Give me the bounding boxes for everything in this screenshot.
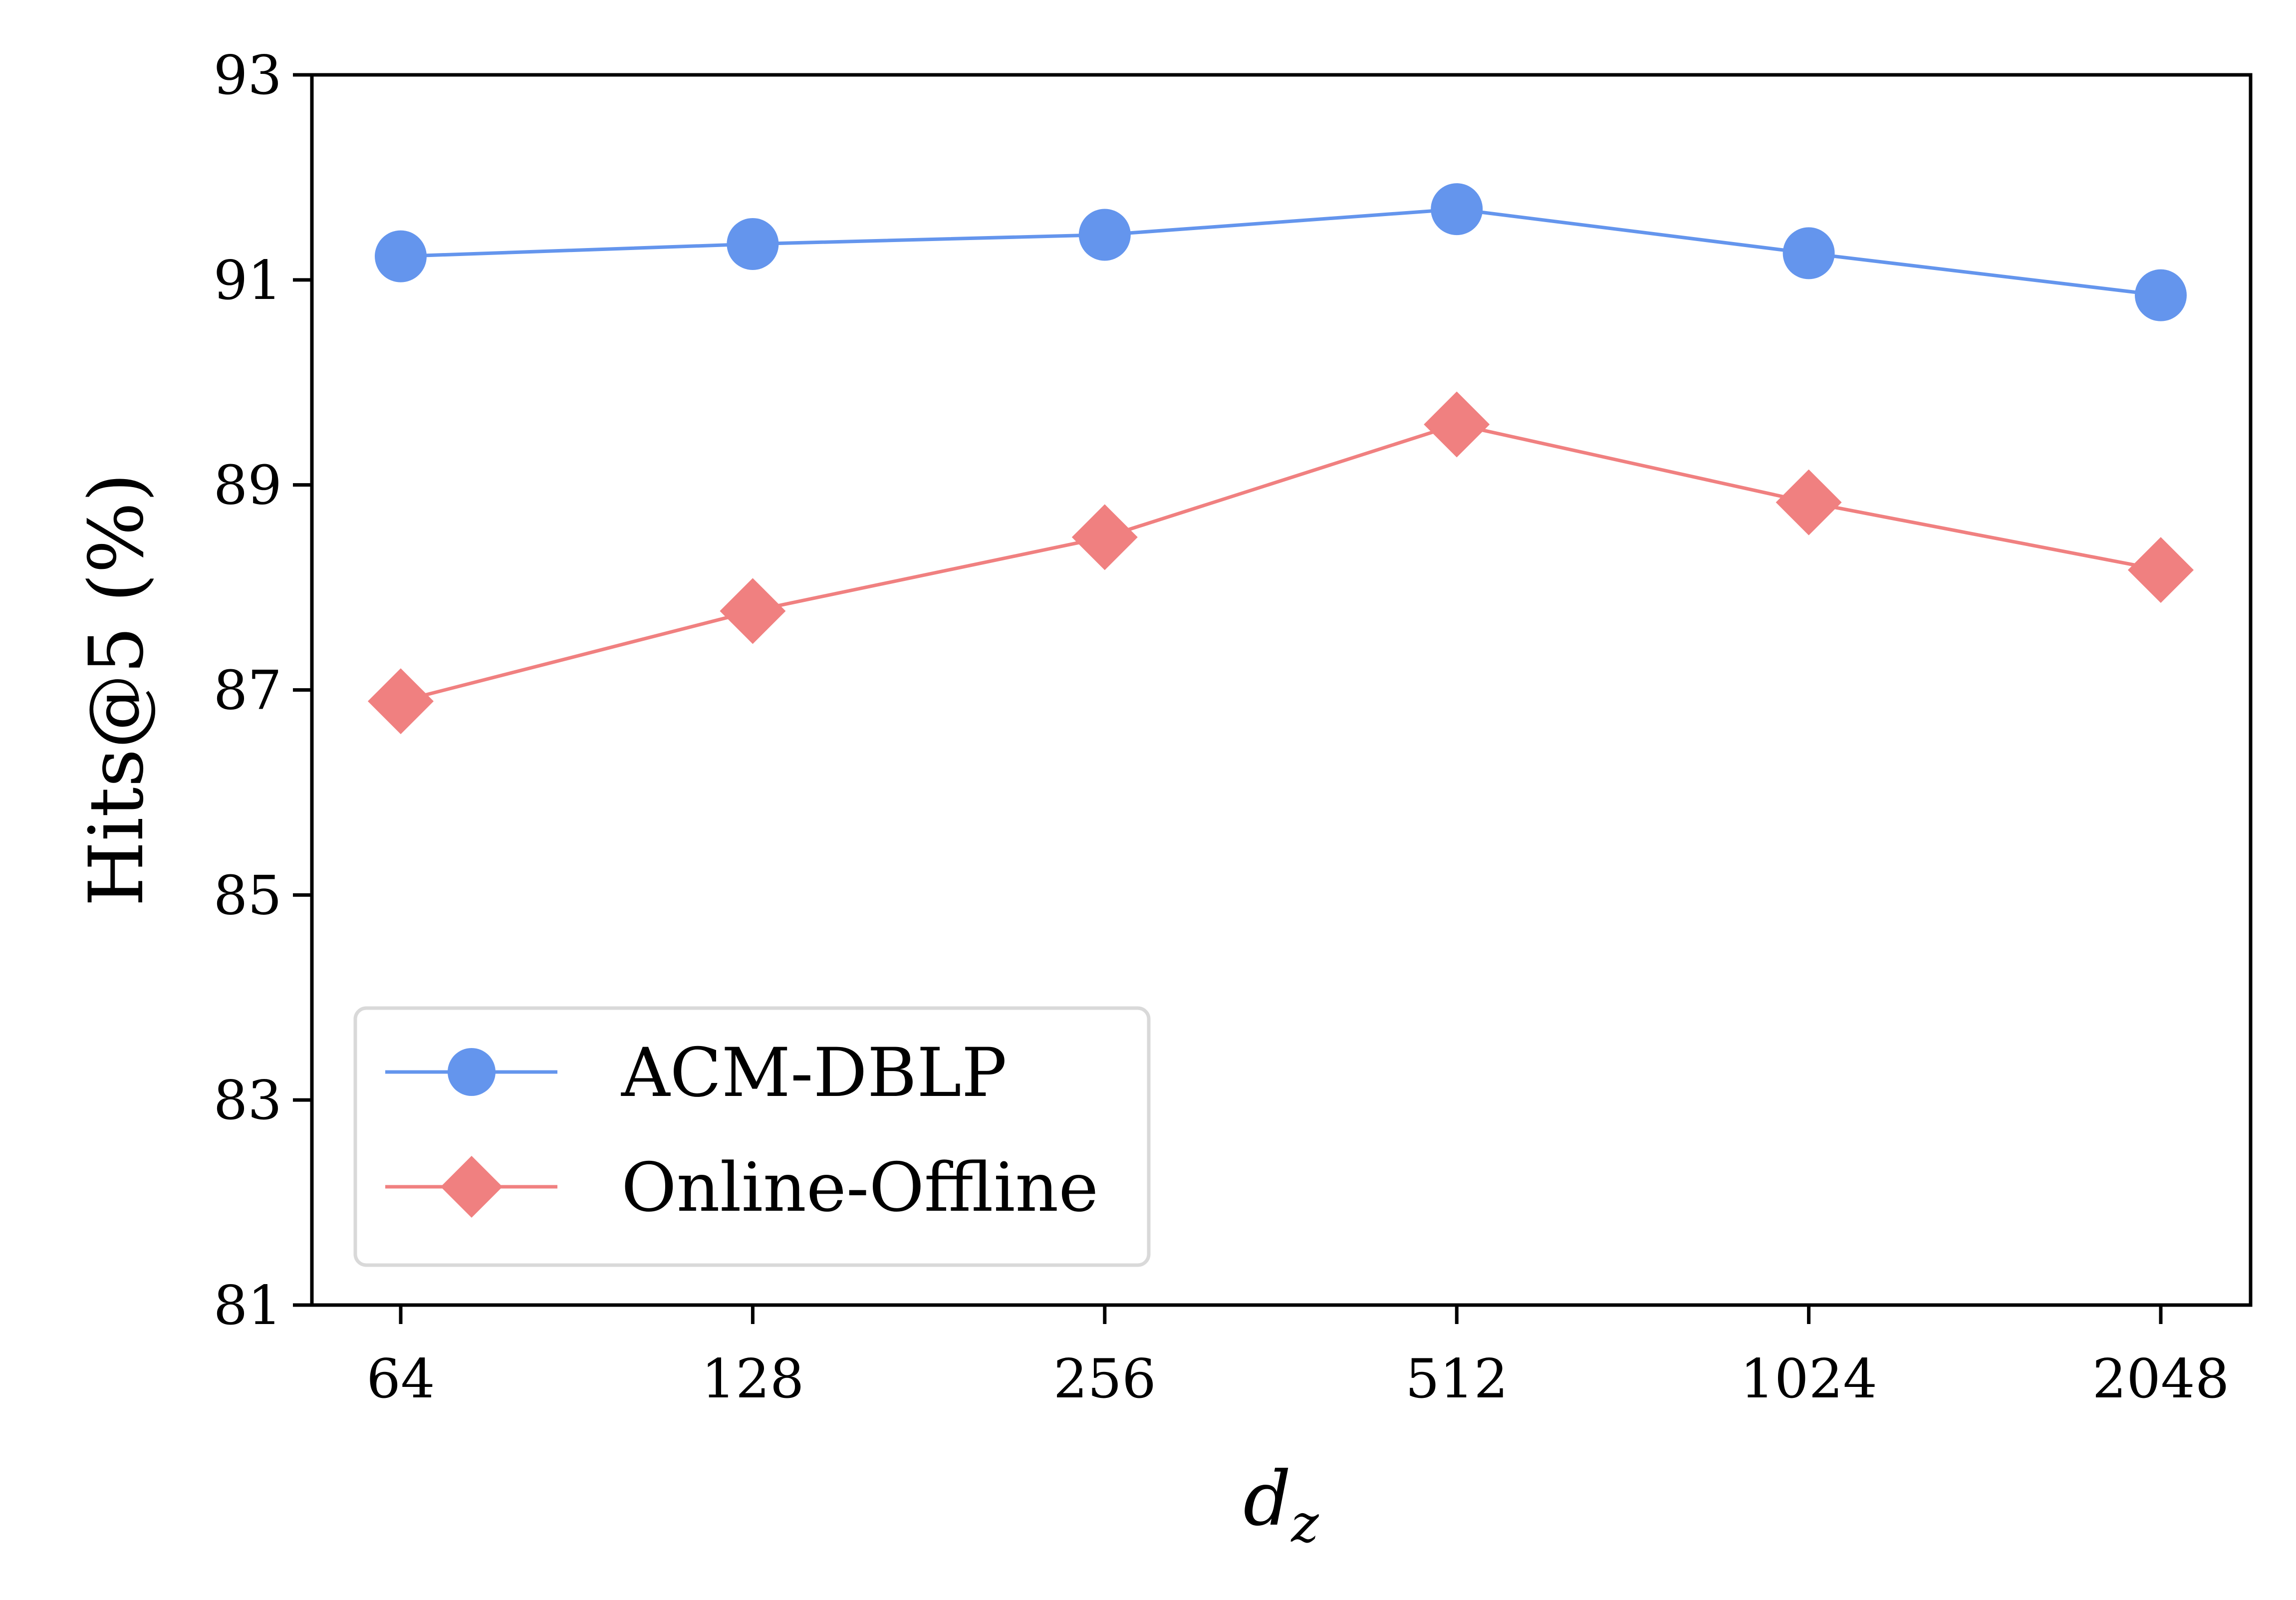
- data-point-acm-dblp: [2135, 269, 2187, 321]
- legend-label-online-offline: Online-Offline: [621, 1148, 1098, 1227]
- y-tick-label: 87: [214, 660, 282, 722]
- x-tick-label: 512: [1405, 1348, 1508, 1410]
- y-tick-label: 93: [214, 44, 282, 107]
- x-tick-label: 128: [701, 1348, 804, 1410]
- data-point-online-offline: [1776, 469, 1842, 535]
- data-point-acm-dblp: [1078, 209, 1131, 261]
- data-point-online-offline: [1424, 391, 1490, 458]
- legend-label-acm-dblp: ACM-DBLP: [621, 1034, 1007, 1112]
- data-point-acm-dblp: [727, 218, 779, 270]
- data-point-acm-dblp: [375, 230, 427, 282]
- data-point-acm-dblp: [1783, 227, 1835, 279]
- x-tick-label: 256: [1053, 1348, 1156, 1410]
- x-tick-label: 2048: [2092, 1348, 2230, 1410]
- series-line-online-offline: [400, 422, 2161, 703]
- x-tick-label: 1024: [1740, 1348, 1877, 1410]
- x-tick-label: 64: [366, 1348, 435, 1410]
- y-tick-label: 85: [214, 864, 282, 927]
- y-tick-label: 81: [214, 1275, 282, 1337]
- x-axis-title: dz: [1243, 1456, 1319, 1554]
- x-axis-title-sub: z: [1290, 1493, 1319, 1554]
- data-point-acm-dblp: [1431, 183, 1483, 236]
- data-point-online-offline: [720, 578, 786, 644]
- y-tick-label: 91: [214, 250, 282, 312]
- data-point-online-offline: [1071, 504, 1138, 570]
- x-axis-title-main: d: [1243, 1456, 1291, 1543]
- y-axis-title: Hits@5 (%): [73, 473, 160, 907]
- series-line-acm-dblp: [400, 207, 2161, 297]
- data-point-online-offline: [2128, 537, 2194, 603]
- legend-marker-acm-dblp: [448, 1048, 496, 1096]
- legend: ACM-DBLP Online-Offline: [353, 1006, 1151, 1267]
- y-tick-label: 89: [214, 455, 282, 517]
- y-tick-label: 83: [214, 1069, 282, 1132]
- legend-marker-online-offline: [441, 1156, 503, 1218]
- data-point-online-offline: [368, 668, 434, 735]
